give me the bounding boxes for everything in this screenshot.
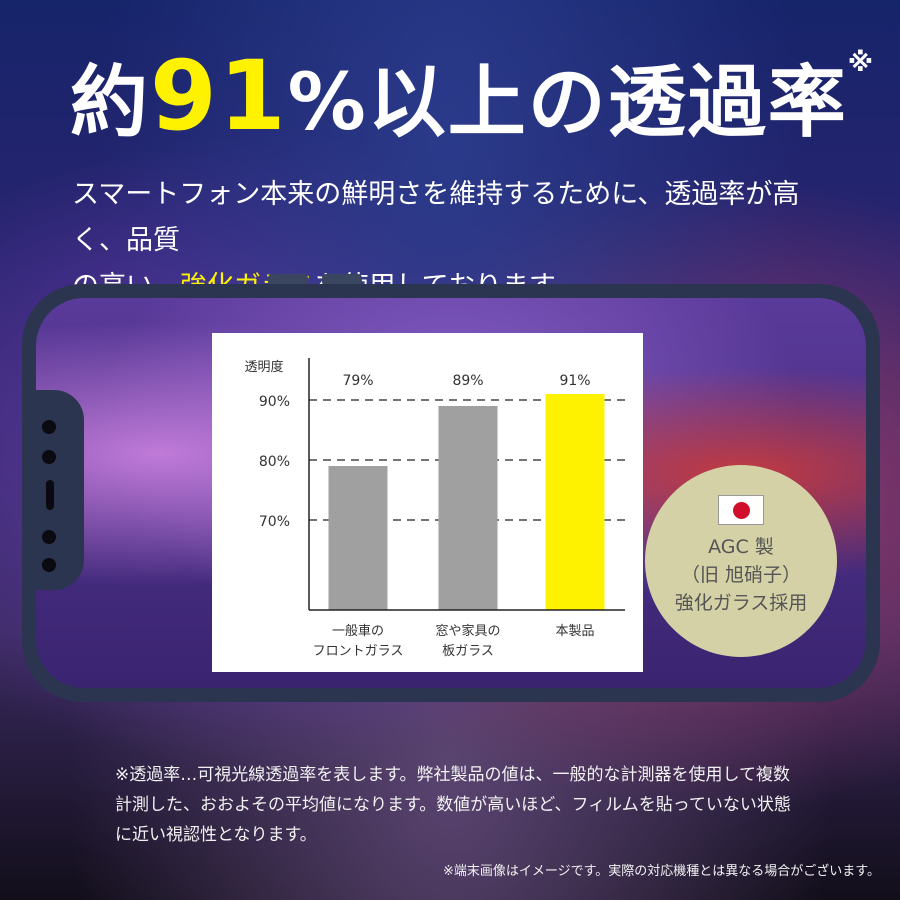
x-tick-label: 本製品 <box>555 624 594 639</box>
subtitle-line1: スマートフォン本来の鮮明さを維持するために、透過率が高く、品質 <box>72 179 800 256</box>
y-tick-label: 90% <box>259 394 290 410</box>
x-tick-label: 窓や家具の <box>435 623 500 639</box>
chart-panel: 70% 80% 90% 透明度 79% 一般車のフロントガラス 89% 窓や家具の板ガラス 91… <box>212 333 643 672</box>
x-tick-label: フロントガラス <box>313 644 404 659</box>
bar <box>328 466 388 610</box>
footnote: ※透過率…可視光線透過率を表します。弊社製品の値は、一般的な計測器を使用して複数… <box>115 765 791 845</box>
bar <box>438 406 498 610</box>
data-label: 79% <box>342 373 373 389</box>
bar <box>545 394 605 610</box>
data-label: 89% <box>452 373 483 389</box>
x-tick-label: 一般車の <box>332 623 384 639</box>
phone-button <box>268 274 308 286</box>
sensor-dot <box>42 530 56 544</box>
speaker <box>46 480 54 510</box>
x-tick-label: 板ガラス <box>442 644 494 659</box>
japan-flag-icon <box>718 495 764 525</box>
y-tick-label: 80% <box>259 454 290 470</box>
headline-mark: ※ <box>847 48 876 78</box>
y-tick-label: 70% <box>259 514 290 530</box>
phone-button <box>322 274 362 286</box>
y-axis-label: 透明度 <box>244 359 283 375</box>
headline-suffix: %以上の透過率 <box>287 58 848 148</box>
badge-line2: （旧 旭硝子） <box>680 564 802 586</box>
headline: 約91%以上の透過率※ <box>70 40 875 152</box>
data-label: 91% <box>559 373 590 389</box>
disclaimer: ※端末画像はイメージです。実際の対応機種とは異なる場合がございます。 <box>442 864 880 879</box>
camera-dot <box>42 420 56 434</box>
camera-dot <box>42 450 56 464</box>
headline-number: 91 <box>150 40 288 152</box>
agc-badge: AGC 製 （旧 旭硝子） 強化ガラス採用 <box>645 465 837 657</box>
sensor-dot <box>42 558 56 572</box>
badge-line3: 強化ガラス採用 <box>674 592 808 614</box>
badge-line1: AGC 製 <box>708 536 774 558</box>
phone-notch <box>22 390 84 590</box>
headline-prefix: 約 <box>70 58 151 148</box>
